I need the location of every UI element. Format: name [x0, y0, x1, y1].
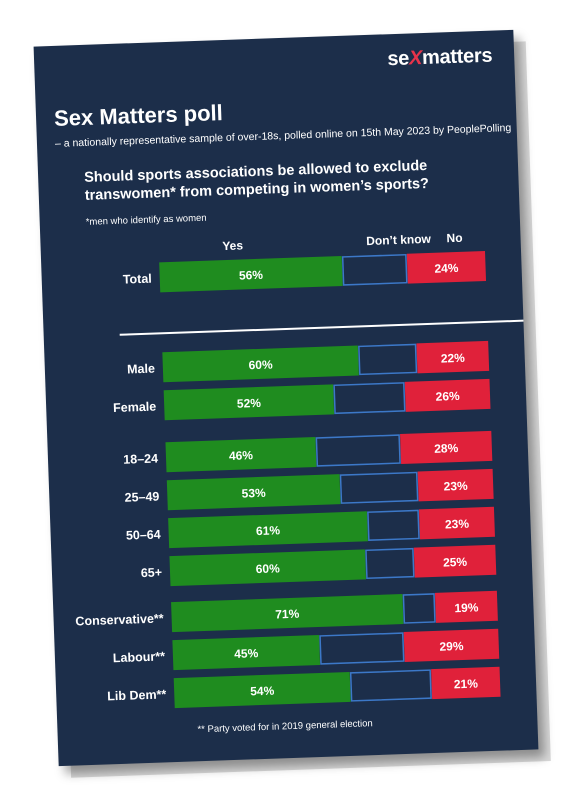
value-no-65: 25%: [443, 555, 468, 570]
bar-no-conservative: [434, 590, 498, 623]
row-label-female: Female: [113, 400, 157, 415]
row-label-conservative: Conservative**: [75, 611, 164, 628]
value-yes-male: 60%: [248, 357, 273, 372]
value-no-total: 24%: [434, 261, 459, 276]
row-label-lib-dem: Lib Dem**: [107, 687, 167, 703]
value-no-male: 22%: [441, 351, 466, 366]
bar-yes-65: [169, 549, 366, 587]
row-label-labour: Labour**: [113, 649, 166, 665]
value-yes-50-64: 61%: [256, 523, 281, 538]
row-label-65: 65+: [141, 565, 163, 580]
bar-yes-50-64: [168, 511, 368, 549]
bar-yes-lib-dem: [173, 671, 351, 709]
bar-yes-total: [159, 255, 343, 293]
bar-dont-know-lib-dem: [349, 669, 432, 702]
bar-yes-labour: [172, 634, 321, 671]
value-no-labour: 29%: [439, 639, 464, 654]
value-no-lib-dem: 21%: [454, 676, 479, 691]
value-no-50-64: 23%: [445, 517, 470, 532]
bar-no-male: [416, 340, 490, 374]
row-label-50-64: 50–64: [126, 527, 161, 542]
stacked-bar-chart: Yes Don’t know No Total 56% 24% Male 60% 22% Fema…: [75, 231, 501, 709]
bar-no-lib-dem: [431, 666, 501, 700]
value-yes-conservative: 71%: [275, 607, 300, 622]
bar-yes-female: [163, 384, 335, 421]
bar-no-total: [406, 250, 487, 284]
bar-yes-25-49: [166, 474, 341, 511]
row-label-total: Total: [123, 272, 152, 287]
row-label-male: Male: [127, 362, 155, 377]
value-yes-female: 52%: [237, 396, 262, 411]
bar-dont-know-25-49: [339, 471, 419, 504]
bar-dont-know-labour: [319, 632, 405, 665]
row-label-18-24: 18–24: [123, 452, 158, 467]
bar-dont-know-conservative: [402, 593, 436, 624]
bar-no-25-49: [417, 468, 494, 502]
value-yes-total: 56%: [239, 268, 264, 283]
bar-dont-know-18-24: [315, 434, 401, 467]
bar-dont-know-65: [365, 547, 415, 580]
value-yes-lib-dem: 54%: [250, 684, 275, 699]
value-yes-18-24: 46%: [229, 448, 254, 463]
bar-dont-know-female: [333, 382, 406, 415]
legend-no: No: [446, 231, 462, 246]
value-yes-labour: 45%: [234, 646, 259, 661]
value-no-female: 26%: [435, 389, 460, 404]
bar-no-50-64: [418, 506, 495, 540]
bar-no-65: [413, 544, 497, 578]
value-no-25-49: 23%: [443, 479, 468, 494]
bar-no-labour: [403, 628, 500, 663]
value-yes-25-49: 53%: [241, 486, 266, 501]
legend-yes: Yes: [222, 238, 243, 253]
bar-yes-male: [162, 345, 359, 383]
row-label-25-49: 25–49: [124, 489, 159, 504]
bar-yes-conservative: [171, 594, 404, 633]
bar-dont-know-50-64: [367, 509, 420, 541]
value-no-conservative: 19%: [454, 600, 479, 615]
bar-no-18-24: [400, 430, 493, 465]
value-yes-65: 60%: [255, 561, 280, 576]
bar-yes-18-24: [165, 436, 317, 473]
bar-dont-know-male: [358, 343, 418, 376]
bar-dont-know-total: [341, 253, 408, 286]
value-no-18-24: 28%: [434, 441, 459, 456]
bar-no-female: [404, 378, 491, 412]
legend-dont-know: Don’t know: [366, 232, 432, 248]
poll-sheet: seXmatters Sex Matters poll – a national…: [33, 29, 539, 767]
